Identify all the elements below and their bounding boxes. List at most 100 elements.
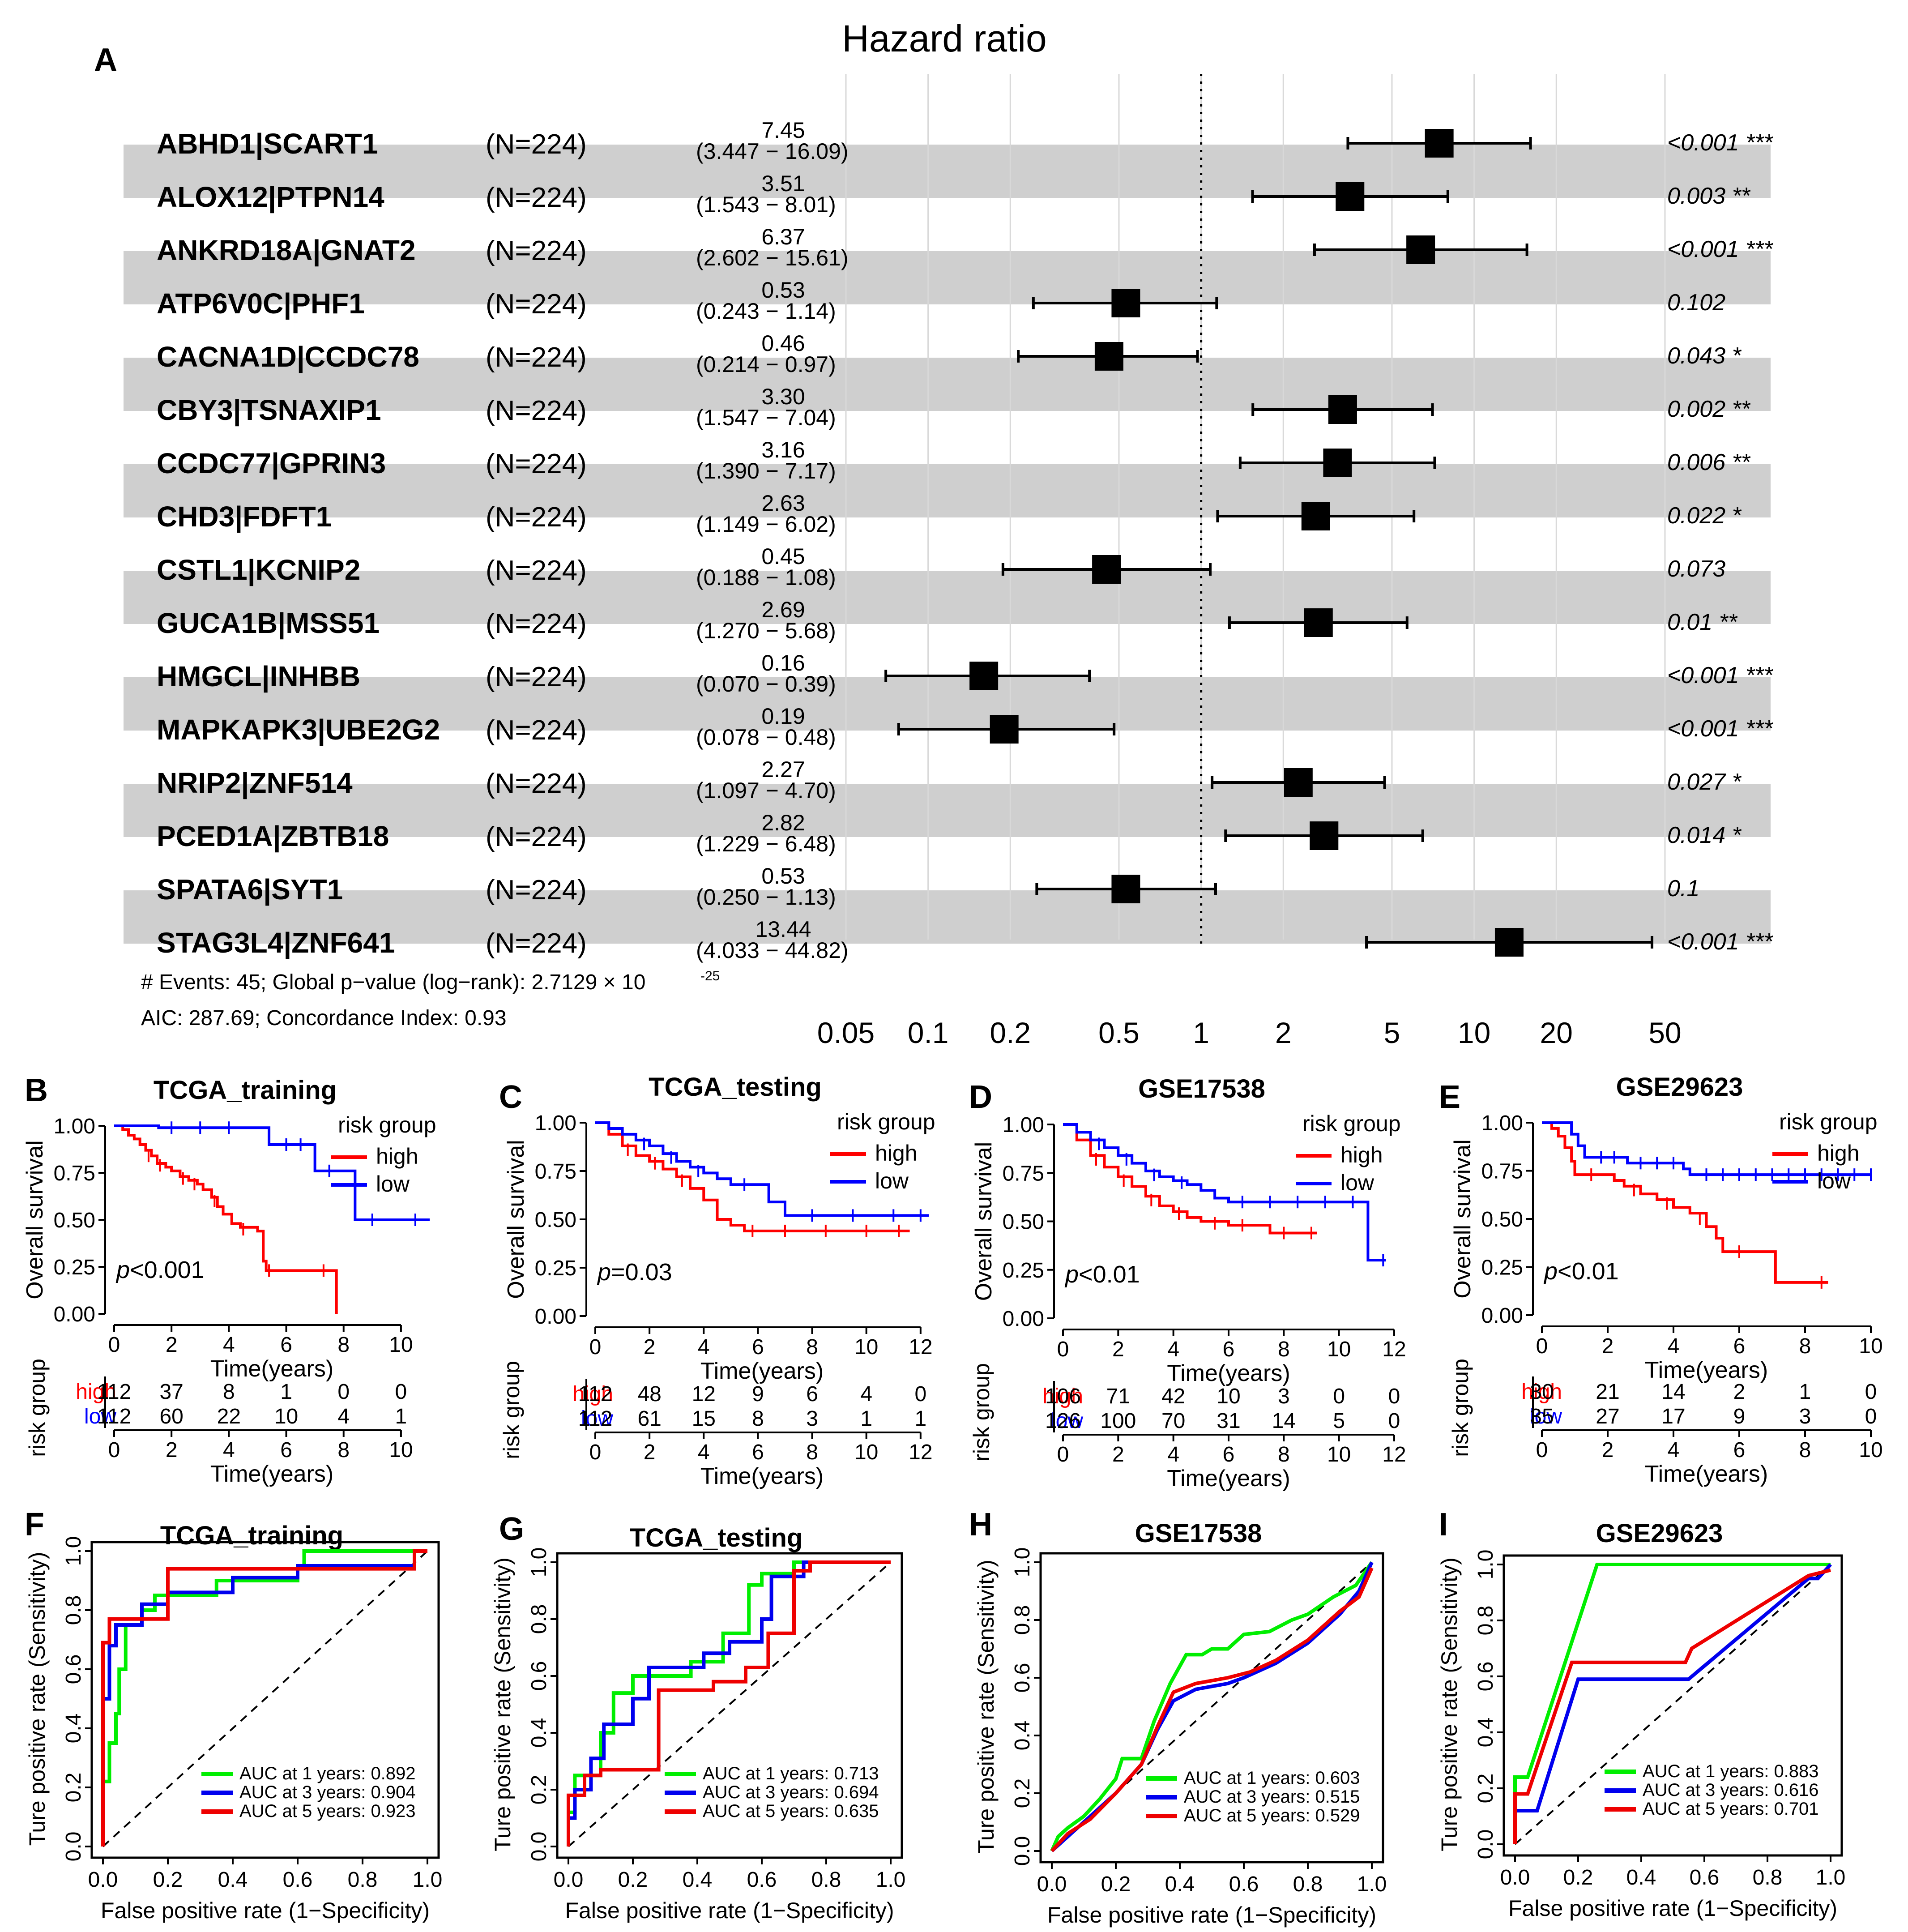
roc-y-tick-label: 0.4 (527, 1718, 551, 1748)
roc-legend-label: AUC at 5 years: 0.701 (1643, 1799, 1819, 1819)
forest-hr-box (1494, 928, 1524, 957)
roc-x-tick-label: 0.2 (1563, 1866, 1593, 1889)
km-pvalue-rest: <0.01 (1079, 1261, 1140, 1288)
km-y-tick-label: 0.50 (54, 1209, 95, 1232)
km-y-tick-label: 1.00 (54, 1115, 95, 1138)
km-x-tick-label: 2 (644, 1335, 656, 1359)
roc-legend-label: AUC at 1 years: 0.713 (703, 1764, 879, 1783)
km-risk-x-tick-label: 12 (1382, 1443, 1406, 1466)
km-risk-row-label: high (572, 1382, 613, 1406)
roc-legend-label: AUC at 1 years: 0.892 (239, 1764, 416, 1783)
km-risk-row-label: low (1530, 1405, 1562, 1428)
km-risk-x-tick-label: 10 (854, 1440, 878, 1464)
forest-hr-label: 6.37 (761, 224, 805, 249)
forest-hr-label: 2.27 (761, 757, 805, 782)
forest-pvalue: <0.001 *** (1667, 929, 1773, 955)
forest-hr-box (969, 662, 999, 690)
km-risk-x-label: Time(years) (700, 1463, 824, 1489)
km-risk-value: 3 (1278, 1385, 1290, 1408)
forest-xtick-label: 5 (1384, 1016, 1400, 1049)
forest-n-label: (N=224) (486, 235, 587, 266)
forest-hr-box (1406, 235, 1435, 264)
roc-y-tick-label: 0.4 (1011, 1721, 1034, 1751)
forest-hr-box (1092, 555, 1121, 584)
roc-x-tick-label: 0.2 (618, 1868, 648, 1892)
forest-pvalue: 0.006 ** (1667, 449, 1751, 475)
forest-hr-label: 13.44 (755, 917, 811, 942)
km-risk-value: 31 (1217, 1409, 1240, 1433)
forest-footer-exponent: -25 (700, 969, 720, 983)
km-y-tick-label: 0.75 (1481, 1160, 1523, 1184)
roc-y-tick-label: 0.2 (1011, 1778, 1034, 1808)
km-curve-high (1542, 1121, 1828, 1284)
km-risk-value: 1 (914, 1407, 926, 1431)
panel-letter-d: D (969, 1079, 992, 1115)
forest-variable-label: CBY3|TSNAXIP1 (157, 394, 381, 427)
roc-x-tick-label: 0.6 (1229, 1872, 1259, 1896)
forest-hr-box (1425, 129, 1454, 158)
km-risk-value: 0 (1865, 1405, 1877, 1428)
roc-legend-label: AUC at 3 years: 0.515 (1184, 1787, 1360, 1807)
km-pvalue-rest: =0.03 (611, 1259, 672, 1286)
km-risk-value: 15 (692, 1407, 716, 1431)
roc-x-tick-label: 0.8 (811, 1868, 841, 1892)
km-risk-value: 126 (1045, 1409, 1081, 1433)
km-x-tick-label: 8 (1278, 1338, 1290, 1361)
forest-ci-label: (0.070 − 0.39) (696, 671, 836, 697)
km-risk-group-label: risk group (969, 1363, 994, 1462)
forest-n-label: (N=224) (486, 289, 587, 320)
forest-pvalue: 0.102 (1667, 290, 1725, 316)
km-legend-label: high (376, 1144, 418, 1169)
km-risk-x-label: Time(years) (1167, 1466, 1290, 1492)
km-curve-low (1542, 1121, 1871, 1176)
roc-legend-label: AUC at 5 years: 0.529 (1184, 1806, 1360, 1825)
km-y-tick-label: 0.50 (535, 1208, 576, 1232)
km-y-tick-label: 1.00 (535, 1111, 576, 1135)
km-title: GSE29623 (1616, 1073, 1743, 1102)
roc-y-tick-label: 0.8 (1474, 1606, 1498, 1636)
forest-title: Hazard ratio (842, 17, 1047, 60)
roc-x-tick-label: 0.0 (1500, 1866, 1530, 1889)
km-risk-value: 112 (578, 1407, 613, 1431)
forest-row-band (124, 358, 1771, 411)
forest-row-band (124, 464, 1771, 517)
roc-x-tick-label: 0.4 (1165, 1872, 1195, 1896)
forest-n-label: (N=224) (486, 395, 587, 426)
roc-x-tick-label: 1.0 (413, 1868, 443, 1892)
roc-legend-label: AUC at 1 years: 0.883 (1643, 1761, 1819, 1781)
roc-curve (1513, 1568, 1831, 1844)
roc-y-tick-label: 0.0 (62, 1832, 85, 1862)
km-risk-x-tick-label: 12 (909, 1440, 932, 1464)
km-pvalue-p: p (1543, 1258, 1558, 1285)
km-x-axis-label: Time(years) (1167, 1360, 1290, 1386)
roc-y-axis-label: Ture positive rate (Sensitivity) (25, 1552, 50, 1846)
roc-y-tick-label: 0.0 (1011, 1836, 1034, 1866)
roc-title: TCGA_testing (630, 1523, 803, 1552)
forest-variable-label: SPATA6|SYT1 (157, 873, 343, 906)
roc-y-tick-label: 0.8 (527, 1604, 551, 1634)
km-risk-x-tick-label: 2 (166, 1438, 178, 1462)
km-title: TCGA_testing (649, 1073, 822, 1102)
km-pvalue-rest: <0.001 (130, 1257, 205, 1283)
km-pvalue-p: p (597, 1259, 611, 1286)
roc-x-tick-label: 1.0 (876, 1868, 906, 1892)
forest-pvalue: 0.014 * (1667, 822, 1742, 848)
forest-pvalue: 0.003 ** (1667, 183, 1751, 209)
km-x-tick-label: 10 (1327, 1338, 1351, 1361)
forest-n-label: (N=224) (486, 821, 587, 852)
km-risk-value: 112 (97, 1380, 132, 1404)
forest-xtick-label: 0.05 (817, 1016, 875, 1049)
forest-hr-label: 0.53 (761, 278, 805, 303)
km-pvalue-p: p (1064, 1261, 1079, 1288)
roc-y-tick-label: 0.6 (1011, 1663, 1034, 1693)
km-x-tick-label: 10 (854, 1335, 878, 1359)
forest-ci-label: (0.214 − 0.97) (696, 352, 836, 377)
km-legend-label: low (1340, 1170, 1374, 1195)
km-risk-x-label: Time(years) (210, 1461, 333, 1487)
km-x-tick-label: 0 (1057, 1338, 1069, 1361)
km-risk-x-tick-label: 2 (644, 1440, 656, 1464)
km-risk-value: 17 (1661, 1405, 1685, 1428)
roc-legend-label: AUC at 1 years: 0.603 (1184, 1768, 1360, 1788)
roc-curve (1050, 1567, 1374, 1852)
